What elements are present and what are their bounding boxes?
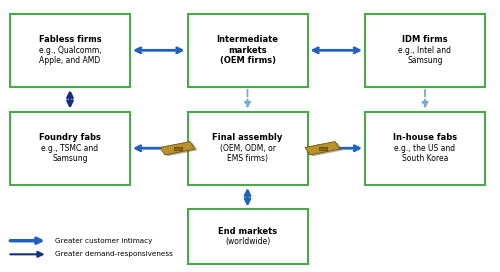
Polygon shape	[308, 143, 342, 156]
Text: EMS firms): EMS firms)	[227, 154, 268, 163]
FancyBboxPatch shape	[174, 147, 182, 150]
Polygon shape	[305, 141, 340, 155]
FancyBboxPatch shape	[365, 112, 485, 185]
Text: (OEM firms): (OEM firms)	[220, 56, 276, 65]
Text: Samsung: Samsung	[407, 56, 443, 65]
FancyBboxPatch shape	[188, 112, 308, 185]
Text: South Korea: South Korea	[402, 154, 448, 163]
Text: IDM firms: IDM firms	[402, 35, 448, 45]
FancyBboxPatch shape	[318, 147, 326, 150]
Text: Apple, and AMD: Apple, and AMD	[40, 56, 100, 65]
Polygon shape	[160, 141, 195, 155]
FancyBboxPatch shape	[188, 14, 308, 87]
FancyBboxPatch shape	[365, 14, 485, 87]
FancyBboxPatch shape	[10, 112, 130, 185]
Text: Greater customer intimacy: Greater customer intimacy	[55, 238, 152, 244]
Text: e.g., the US and: e.g., the US and	[394, 144, 456, 153]
Text: e.g., Qualcomm,: e.g., Qualcomm,	[38, 46, 102, 55]
Text: End markets: End markets	[218, 227, 277, 236]
Text: (OEM, ODM, or: (OEM, ODM, or	[220, 144, 276, 153]
Text: Greater demand-responsiveness: Greater demand-responsiveness	[55, 251, 173, 257]
Text: Samsung: Samsung	[52, 154, 88, 163]
FancyBboxPatch shape	[10, 14, 130, 87]
Text: In-house fabs: In-house fabs	[393, 133, 457, 143]
FancyBboxPatch shape	[188, 209, 308, 264]
Text: e.g., TSMC and: e.g., TSMC and	[42, 144, 98, 153]
Text: e.g., Intel and: e.g., Intel and	[398, 46, 452, 55]
Polygon shape	[162, 143, 198, 156]
Text: Fabless firms: Fabless firms	[38, 35, 102, 45]
Text: Final assembly: Final assembly	[212, 133, 282, 143]
Text: Foundry fabs: Foundry fabs	[39, 133, 101, 143]
Text: Intermediate: Intermediate	[216, 35, 278, 45]
Text: markets: markets	[228, 46, 267, 55]
Text: (worldwide): (worldwide)	[225, 237, 270, 246]
